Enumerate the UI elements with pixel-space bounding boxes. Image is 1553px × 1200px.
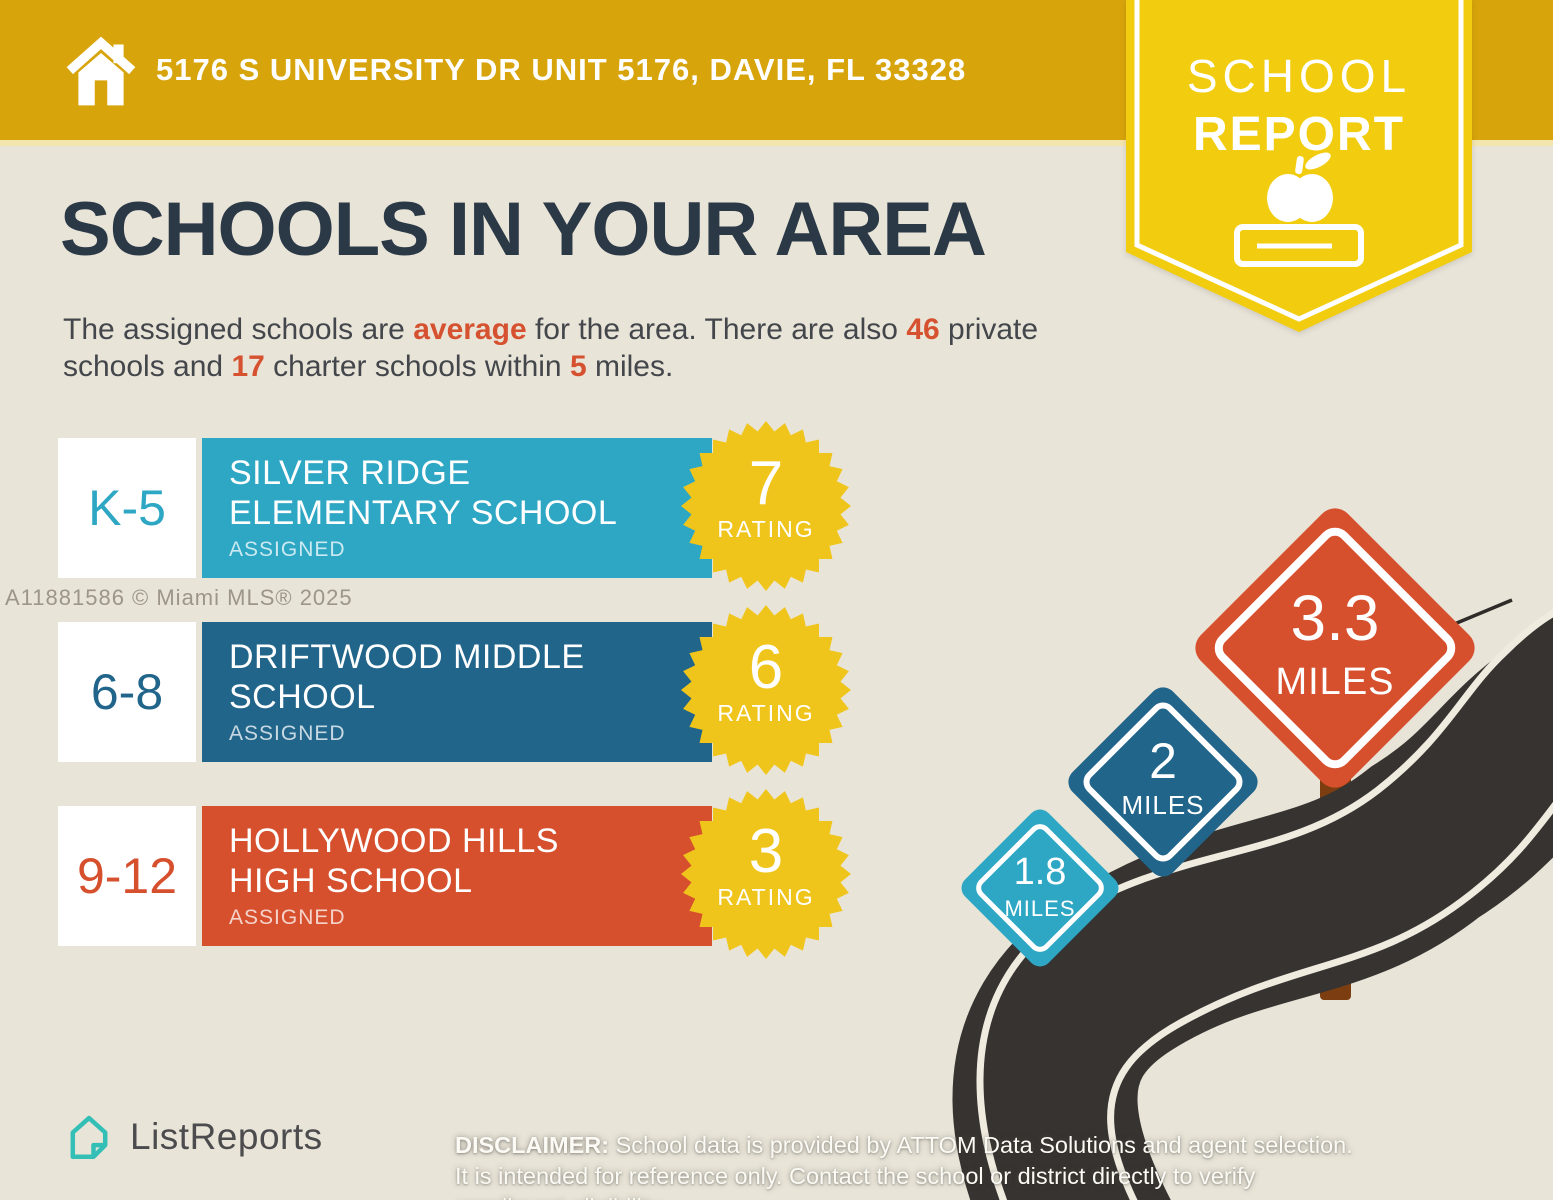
sign-distance-value: 2 <box>1149 733 1177 789</box>
grade-range: 9-12 <box>58 806 196 946</box>
assigned-label: ASSIGNED <box>229 906 346 930</box>
road <box>952 617 1553 1200</box>
highlight-average: average <box>413 313 527 346</box>
mls-watermark: A11881586 © Miami MLS® 2025 <box>5 585 353 610</box>
highlight-charter-count: 17 <box>231 349 265 383</box>
sign-distance-unit: MILES <box>1004 896 1075 921</box>
rating-value: 3 <box>749 817 783 886</box>
school-bar: DRIFTWOOD MIDDLE SCHOOL ASSIGNED <box>202 622 712 762</box>
badge-line1: SCHOOL <box>1187 50 1411 102</box>
school-name: HOLLYWOOD HILLS HIGH SCHOOL <box>229 821 559 900</box>
sign-distance-unit: MILES <box>1275 661 1394 703</box>
distance-sign-1-8-miles: 1.8 MILES <box>961 809 1119 967</box>
disclaimer-text: DISCLAIMER: School data is provided by A… <box>455 1131 1353 1200</box>
sign-distance-unit: MILES <box>1121 790 1204 820</box>
school-row-high: 9-12 HOLLYWOOD HILLS HIGH SCHOOL ASSIGNE… <box>58 789 858 959</box>
assigned-label: ASSIGNED <box>229 722 346 746</box>
school-name: DRIFTWOOD MIDDLE SCHOOL <box>229 637 585 716</box>
distance-sign-3-3-miles: 3.3 MILES <box>1195 508 1475 788</box>
road-edge-line <box>976 609 1553 1200</box>
disclaimer-label: DISCLAIMER: <box>455 1131 610 1158</box>
badge-line2: REPORT <box>1193 108 1405 161</box>
highlight-radius: 5 <box>569 349 587 383</box>
listreports-wordmark: ListReports <box>130 1116 323 1157</box>
school-row-middle: 6-8 DRIFTWOOD MIDDLE SCHOOL ASSIGNED 6 R… <box>58 605 858 775</box>
sign-distance-value: 1.8 <box>1014 851 1067 893</box>
school-bar: HOLLYWOOD HILLS HIGH SCHOOL ASSIGNED <box>202 806 712 946</box>
rating-badge: 6 RATING <box>681 605 851 775</box>
assigned-label: ASSIGNED <box>229 538 346 562</box>
sign-distance-value: 3.3 <box>1291 582 1380 654</box>
grade-range: K-5 <box>58 438 196 578</box>
school-report-badge: SCHOOL REPORT <box>1126 0 1472 332</box>
school-row-elementary: K-5 SILVER RIDGE ELEMENTARY SCHOOL ASSIG… <box>58 421 858 591</box>
school-bar: SILVER RIDGE ELEMENTARY SCHOOL ASSIGNED <box>202 438 712 578</box>
road-illustration: 1.8 MILES 2 MILES 3.3 MILES <box>952 508 1553 1200</box>
listreports-logo: ListReports <box>62 1108 323 1166</box>
page-title: SCHOOLS IN YOUR AREA <box>60 187 987 272</box>
rating-value: 6 <box>749 633 783 702</box>
distance-sign-2-miles: 2 MILES <box>1068 687 1258 877</box>
school-name: SILVER RIDGE ELEMENTARY SCHOOL <box>229 453 618 532</box>
road-edge-line <box>1107 801 1553 1200</box>
rating-label: RATING <box>717 516 814 542</box>
rating-label: RATING <box>717 700 814 726</box>
rating-badge: 7 RATING <box>681 421 851 591</box>
rating-badge: 3 RATING <box>681 789 851 959</box>
rating-value: 7 <box>749 449 783 518</box>
home-icon <box>66 36 136 106</box>
grade-range: 6-8 <box>58 622 196 762</box>
rating-label: RATING <box>717 884 814 910</box>
property-address: 5176 S UNIVERSITY DR UNIT 5176, DAVIE, F… <box>156 52 967 87</box>
highlight-private-count: 46 <box>906 313 940 346</box>
apple-on-book-icon <box>1234 152 1364 267</box>
summary-text: The assigned schools are average for the… <box>63 313 1039 383</box>
listreports-house-icon <box>70 1115 108 1160</box>
badge-inner-border <box>1134 0 1464 322</box>
